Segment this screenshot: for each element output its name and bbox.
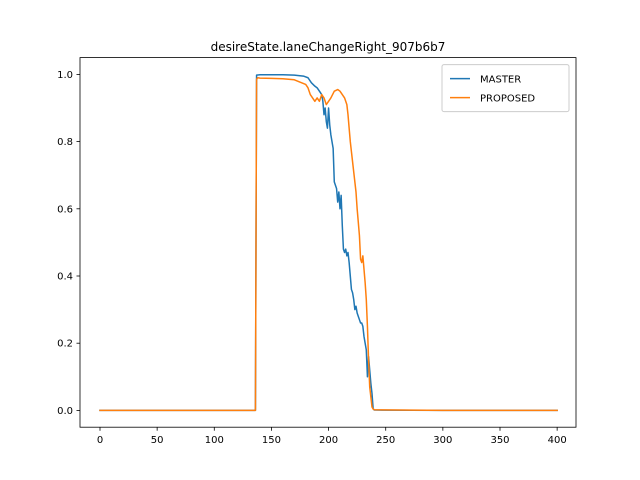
legend-box xyxy=(441,64,570,113)
series-line-master xyxy=(99,73,558,412)
x-tick-label: 50 xyxy=(151,435,164,446)
y-tick-label: 0.6 xyxy=(57,204,73,215)
x-tick-label: 250 xyxy=(376,435,395,446)
y-tick-label: 1.0 xyxy=(57,70,73,81)
legend: MASTER PROPOSED xyxy=(441,64,570,113)
x-tick-label: 100 xyxy=(205,435,224,446)
y-tick-label: 0.2 xyxy=(57,339,73,350)
legend-label-master: MASTER xyxy=(480,75,521,86)
chart-title: desireState.laneChangeRight_907b6b7 xyxy=(211,40,446,54)
y-tick-label: 0.8 xyxy=(57,137,73,148)
y-axis: 0.0 0.2 0.4 0.6 0.8 1.0 xyxy=(57,70,80,417)
y-tick-label: 0.4 xyxy=(57,272,73,283)
legend-label-proposed: PROPOSED xyxy=(480,94,535,105)
x-axis: 0 50 100 150 200 250 300 350 400 xyxy=(97,427,567,446)
plot-area-frame xyxy=(79,57,577,428)
x-tick-label: 300 xyxy=(433,435,452,446)
x-tick-label: 400 xyxy=(548,435,567,446)
y-tick-label: 0.0 xyxy=(57,406,73,417)
x-tick-label: 0 xyxy=(97,435,103,446)
x-tick-label: 350 xyxy=(490,435,509,446)
x-tick-label: 150 xyxy=(262,435,281,446)
series-line-proposed xyxy=(99,77,558,412)
x-tick-label: 200 xyxy=(319,435,338,446)
series-layer xyxy=(99,73,558,412)
